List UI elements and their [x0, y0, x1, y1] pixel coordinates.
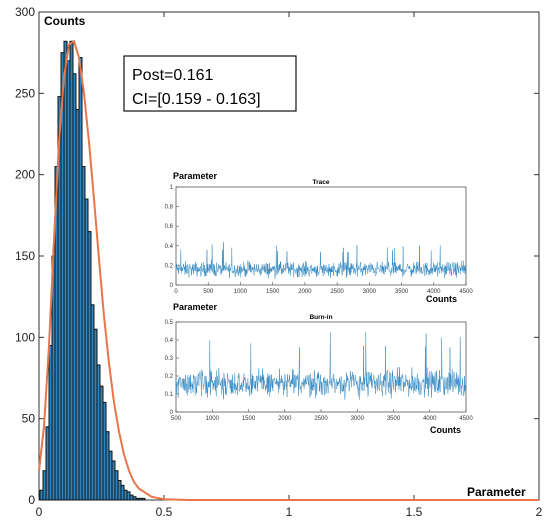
- fit-curve: [38, 39, 539, 501]
- inset-x-tick-label: 2500: [330, 289, 344, 295]
- main-x-tick-labels: 0 0.5 1 1.5 2: [36, 505, 543, 519]
- inset-x-tick-label: 4500: [459, 289, 473, 295]
- inset-x-tick-label: 1500: [242, 416, 256, 422]
- inset-x-tick-label: 3000: [363, 289, 377, 295]
- inset-x-tick-label: 1000: [234, 289, 248, 295]
- main-ylabel: Counts: [44, 14, 86, 28]
- main-y-tick-label: 100: [15, 330, 35, 344]
- inset-y-tick-label: 0.2: [165, 374, 174, 380]
- trace-ylabel: Parameter: [173, 171, 218, 181]
- trace-title: Trace: [313, 179, 330, 186]
- main-x-tick-label: 1: [286, 505, 293, 519]
- histogram-bar: [141, 497, 146, 501]
- inset-x-tick-label: 500: [203, 289, 214, 295]
- main-y-tick-label: 250: [15, 86, 35, 100]
- inset-y-tick-label: 0.1: [165, 392, 174, 398]
- main-histogram-bars: [39, 40, 146, 501]
- burnin-ylabel: Parameter: [173, 302, 218, 312]
- inset-y-tick-label: 0.4: [165, 338, 174, 344]
- inset-y-tick-label: 0: [170, 283, 174, 289]
- main-y-tick-label: 300: [15, 5, 35, 19]
- inset-x-tick-label: 1000: [206, 416, 220, 422]
- main-y-tick-label: 200: [15, 168, 35, 182]
- inset-x-tick-label: 3500: [387, 416, 401, 422]
- annotation-box: [123, 55, 297, 112]
- trace-xlabel: Counts: [426, 294, 457, 304]
- inset-x-tick-label: 4000: [423, 416, 437, 422]
- inset-y-tick-label: 0.5: [165, 320, 174, 326]
- inset-x-tick-label: 3000: [351, 416, 365, 422]
- burnin-ticks: 500 1000 1500 2000 2500 3000 3500 4000 4500 0 0.1 0…: [165, 320, 474, 422]
- inset-y-tick-label: 0.3: [165, 356, 174, 362]
- burnin-title: Burn-in: [309, 314, 332, 321]
- main-xlabel: Parameter: [467, 485, 526, 499]
- inset-y-tick-label: 1: [170, 185, 174, 191]
- annotation-post: Post=0.161: [132, 67, 214, 84]
- main-x-tick-label: 0.5: [156, 505, 173, 519]
- inset-y-tick-label: 0: [170, 410, 174, 416]
- inset-x-tick-label: 500: [171, 416, 182, 422]
- main-x-tick-label: 1.5: [406, 505, 423, 519]
- main-x-tick-label: 0: [36, 505, 43, 519]
- inset-y-tick-label: 0.2: [165, 263, 174, 269]
- inset-x-tick-label: 3500: [395, 289, 409, 295]
- trace-line: [175, 242, 467, 279]
- main-y-tick-labels: 0 50 100 150 200 250 300: [15, 5, 35, 507]
- burnin-plot-area: [175, 321, 467, 413]
- inset-y-tick-label: 0.4: [165, 244, 174, 250]
- main-y-tick-label: 0: [28, 493, 35, 507]
- inset-x-tick-label: 2000: [278, 416, 292, 422]
- trace-ticks: 0 500 1000 1500 2000 2500 3000 3500 4000 4500 0 0.2…: [165, 185, 474, 295]
- burnin-line: [175, 331, 467, 400]
- inset-y-tick-label: 0.8: [165, 205, 174, 211]
- annotation-ci: CI=[0.159 - 0.163]: [132, 91, 261, 108]
- main-y-tick-label: 150: [15, 249, 35, 263]
- inset-x-tick-label: 0: [174, 289, 178, 295]
- trace-plot-area: [175, 186, 467, 286]
- inset-x-tick-label: 2000: [298, 289, 312, 295]
- inset-y-tick-label: 0.6: [165, 224, 174, 230]
- main-x-tick-label: 2: [536, 505, 543, 519]
- main-y-tick-label: 50: [22, 412, 36, 426]
- inset-x-tick-label: 4500: [459, 416, 473, 422]
- inset-x-tick-label: 4000: [427, 289, 441, 295]
- burnin-xlabel: Counts: [430, 425, 461, 435]
- inset-x-tick-label: 2500: [314, 416, 328, 422]
- inset-x-tick-label: 1500: [266, 289, 280, 295]
